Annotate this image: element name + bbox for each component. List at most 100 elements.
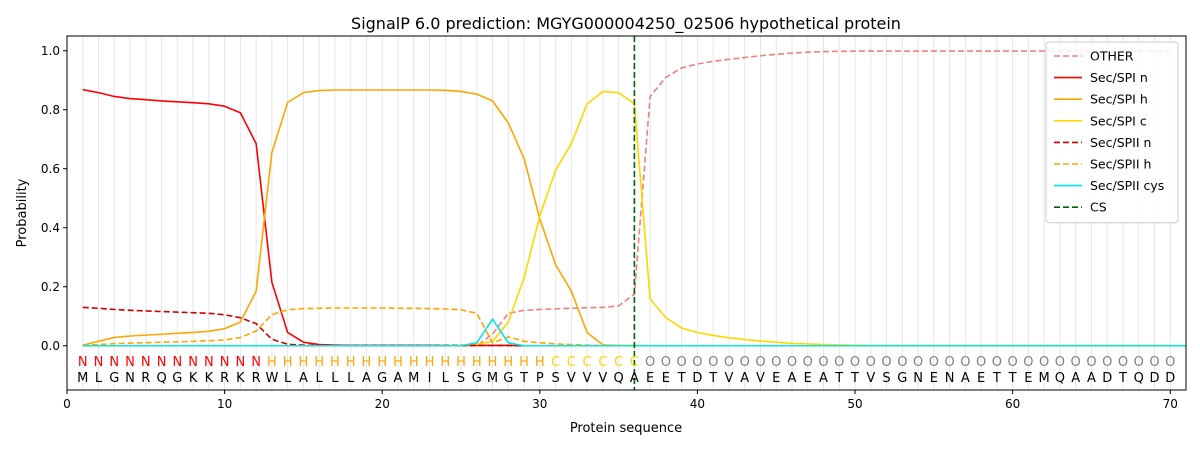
region-label: H xyxy=(488,355,498,370)
region-label: H xyxy=(440,355,450,370)
region-label: H xyxy=(314,355,324,370)
sequence-residue: P xyxy=(536,371,544,386)
sequence-residue: L xyxy=(284,371,292,386)
region-label: N xyxy=(109,355,119,370)
legend-label: OTHER xyxy=(1090,49,1134,64)
region-label: O xyxy=(1055,355,1065,370)
sequence-residue: T xyxy=(992,371,1001,386)
sequence-residue: K xyxy=(189,371,198,386)
sequence-residue: K xyxy=(236,371,245,386)
region-label: O xyxy=(1134,355,1144,370)
sequence-residue: Q xyxy=(614,371,624,386)
region-label: O xyxy=(866,355,876,370)
sequence-residue: Q xyxy=(156,371,166,386)
region-label: N xyxy=(141,355,151,370)
region-label: H xyxy=(346,355,356,370)
region-label: H xyxy=(519,355,529,370)
x-tick-label: 60 xyxy=(1005,397,1020,411)
sequence-residue: A xyxy=(788,371,797,386)
sequence-residue: V xyxy=(756,371,765,386)
region-label: N xyxy=(235,355,245,370)
region-label: N xyxy=(157,355,167,370)
series-line-sec-spi-c xyxy=(82,90,1171,347)
sequence-residue: D xyxy=(692,371,702,386)
region-label: C xyxy=(583,355,592,370)
sequence-residue: T xyxy=(850,371,859,386)
sequence-residue: T xyxy=(677,371,686,386)
series-line-other xyxy=(82,50,1171,347)
region-label: O xyxy=(708,355,718,370)
sequence-residue: G xyxy=(109,371,119,386)
x-tick-label: 50 xyxy=(847,397,862,411)
sequence-residue: M xyxy=(408,371,419,386)
x-tick-label: 70 xyxy=(1163,397,1178,411)
sequence-residue: E xyxy=(1024,371,1032,386)
y-tick-label: 0.6 xyxy=(41,162,60,176)
axes: 0 10 20 30 40 50 60 70 0.0 0.2 0.4 0.6 0.8 1.0 xyxy=(41,44,1178,411)
sequence-residue: A xyxy=(961,371,970,386)
sequence-residue: N xyxy=(913,371,923,386)
sequence-residue: S xyxy=(551,371,559,386)
sequence-residue: L xyxy=(331,371,339,386)
sequence-residue: Q xyxy=(1055,371,1065,386)
chart-title: SignalP 6.0 prediction: MGYG000004250_02… xyxy=(351,14,901,34)
sequence-residue: G xyxy=(897,371,907,386)
region-label: O xyxy=(740,355,750,370)
region-label: N xyxy=(94,355,104,370)
sequence-residue: N xyxy=(945,371,955,386)
sequence-residue: S xyxy=(457,371,465,386)
sequence-residue: L xyxy=(316,371,324,386)
region-label: C xyxy=(614,355,623,370)
region-label: O xyxy=(1086,355,1096,370)
region-label: N xyxy=(78,355,88,370)
sequence-residue: G xyxy=(377,371,387,386)
region-label: O xyxy=(771,355,781,370)
sequence-residue: V xyxy=(583,371,592,386)
sequence-residue: A xyxy=(630,371,639,386)
region-label: O xyxy=(976,355,986,370)
legend-label: Sec/SPII cys xyxy=(1090,178,1164,193)
series-line-sec-spii-n xyxy=(82,306,1171,347)
x-axis-label: Protein sequence xyxy=(570,421,682,436)
region-label: H xyxy=(377,355,387,370)
x-tick-label: 20 xyxy=(375,397,390,411)
series-line-sec-spi-n xyxy=(82,88,1171,347)
sequence-residue: D xyxy=(1102,371,1112,386)
region-label: O xyxy=(818,355,828,370)
sequence-residue: W xyxy=(265,371,278,386)
x-tick-label: 10 xyxy=(217,397,232,411)
region-label: H xyxy=(267,355,277,370)
sequence-residue: E xyxy=(930,371,938,386)
sequence-residue: T xyxy=(1008,371,1017,386)
sequence-residue: V xyxy=(866,371,875,386)
sequence-residue: D xyxy=(1165,371,1175,386)
region-label: O xyxy=(1102,355,1112,370)
sequence-residue: E xyxy=(646,371,654,386)
region-label: N xyxy=(251,355,261,370)
region-label: H xyxy=(299,355,309,370)
region-label: C xyxy=(598,355,607,370)
y-tick-label: 0.2 xyxy=(41,280,60,294)
region-label: N xyxy=(172,355,182,370)
sequence-residue: S xyxy=(882,371,890,386)
region-label: N xyxy=(204,355,214,370)
region-label: O xyxy=(850,355,860,370)
region-label: O xyxy=(1149,355,1159,370)
sequence-residue: A xyxy=(1071,371,1080,386)
region-label: H xyxy=(362,355,372,370)
region-label: H xyxy=(330,355,340,370)
region-label: O xyxy=(834,355,844,370)
sequence-residue: N xyxy=(125,371,135,386)
sequence-residue: I xyxy=(428,371,432,386)
sequence-residue: A xyxy=(394,371,403,386)
region-label: O xyxy=(724,355,734,370)
region-label: O xyxy=(944,355,954,370)
y-axis-label: Probability xyxy=(15,178,30,247)
region-label: N xyxy=(188,355,198,370)
sequence-residue: E xyxy=(662,371,670,386)
legend-label: Sec/SPI h xyxy=(1090,92,1148,107)
region-label: O xyxy=(1071,355,1081,370)
x-tick-label: 0 xyxy=(63,397,71,411)
region-label: C xyxy=(567,355,576,370)
sequence-residue: T xyxy=(834,371,843,386)
